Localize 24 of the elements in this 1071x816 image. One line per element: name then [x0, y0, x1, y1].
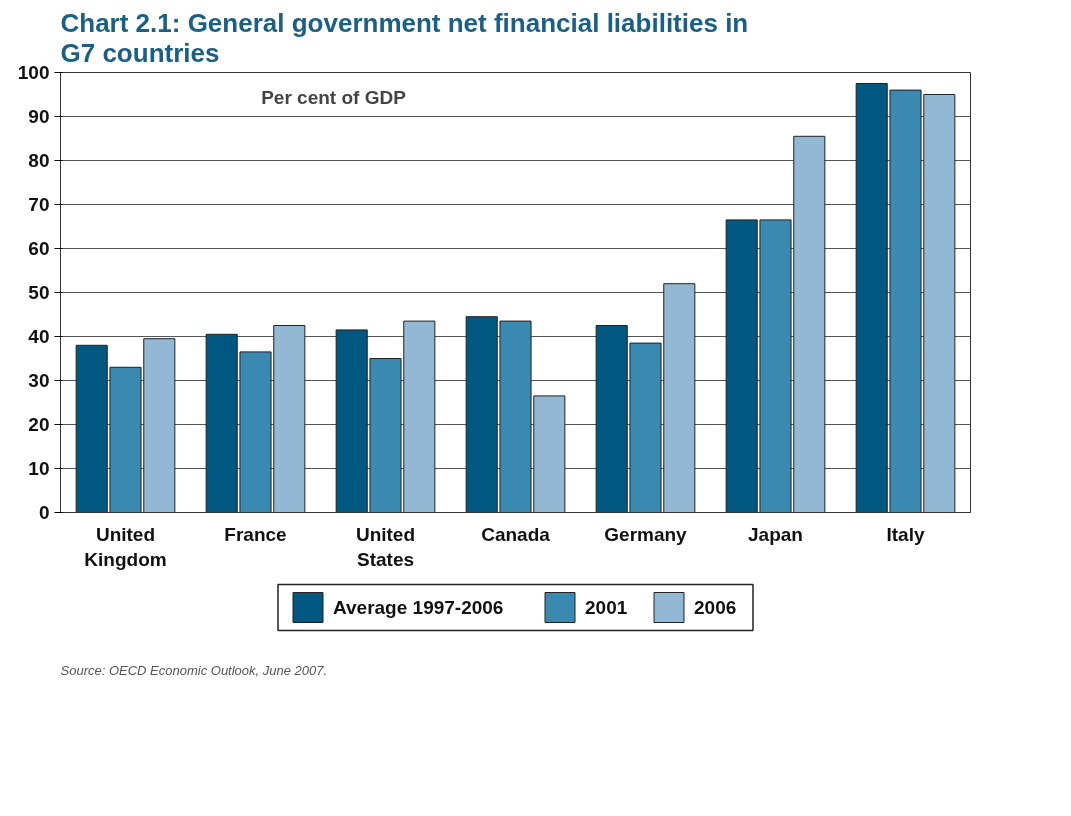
x-tick-label: Japan [748, 523, 803, 545]
y-tick-label: 70 [28, 194, 50, 215]
x-tick-label: Italy [886, 523, 925, 545]
y-tick-label: 100 [17, 62, 50, 83]
x-tick-label: Germany [604, 523, 688, 545]
y-tick-label: 20 [28, 414, 50, 435]
chart-title: Chart 2.1: General government net financial liabilities in G7 countries [60, 7, 749, 68]
y-tick-label: 0 [38, 502, 50, 523]
y-tick-label: 50 [28, 282, 50, 303]
legend-label: 2006 [694, 597, 737, 618]
y-tick-label: 90 [28, 106, 50, 127]
y-tick-label: 40 [28, 326, 50, 347]
source-note: Source: OECD Economic Outlook, June 2007. [60, 662, 328, 678]
legend-label: 2001 [585, 597, 628, 618]
y-tick-label: 80 [28, 150, 50, 171]
x-tick-label: France [224, 523, 287, 545]
y-tick-label: 30 [28, 370, 50, 391]
annotation: Per cent of GDP [261, 86, 407, 108]
y-tick-label: 10 [28, 458, 50, 479]
x-tick-label: United Kingdom [84, 523, 167, 570]
legend-label: Average 1997-2006 [333, 597, 504, 618]
x-tick-label: United States [355, 523, 416, 570]
y-tick-label: 60 [28, 238, 50, 259]
x-tick-label: Canada [481, 523, 551, 545]
